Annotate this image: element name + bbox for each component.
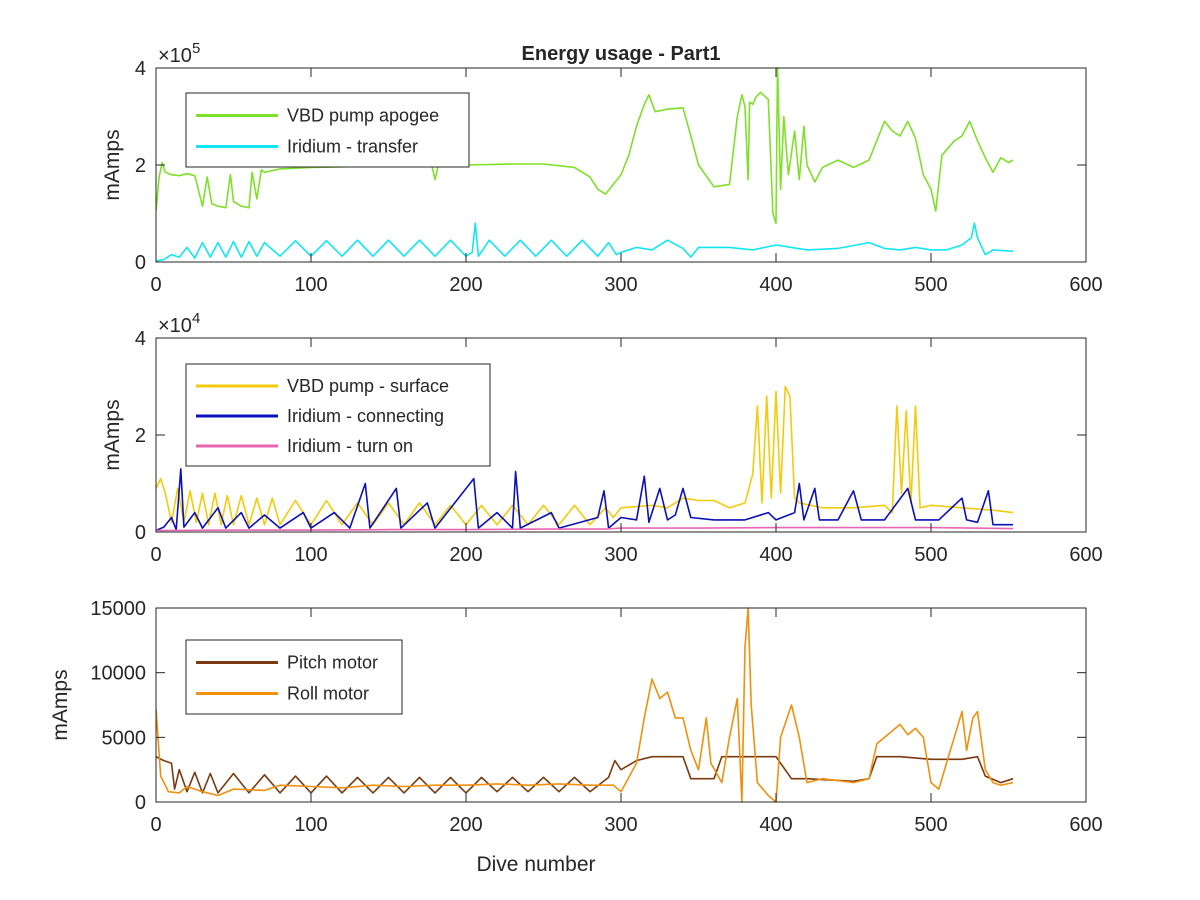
- legend-entry-label: Iridium - turn on: [287, 436, 413, 456]
- x-tick-label: 100: [294, 544, 327, 566]
- x-tick-label: 0: [150, 544, 161, 566]
- subplot-2: 0 100 200 300 400 500 600 0 2 4 ×104 mAmps VBD pump …: [101, 310, 1103, 566]
- x-tick-label: 0: [150, 274, 161, 296]
- series-line-iridium-connecting: [156, 468, 1014, 532]
- x-tick-label: 400: [759, 544, 792, 566]
- y-exponent-label: ×105: [158, 40, 200, 67]
- x-tick-label: 200: [449, 814, 482, 836]
- subplot-1: 0 100 200 300 400 500 600 0 2 4 ×105 mAmps Energy us…: [101, 40, 1103, 296]
- x-tick-label: 600: [1069, 274, 1102, 296]
- legend-entry-label: Roll motor: [287, 684, 369, 704]
- y-tick-label: 10000: [90, 663, 146, 685]
- series-line-iridium-transfer: [156, 222, 1014, 262]
- x-tick-label: 300: [604, 814, 637, 836]
- y-tick-label: 0: [135, 522, 146, 544]
- y-tick-label: 0: [135, 252, 146, 274]
- series-line-pitch-motor: [156, 755, 1014, 794]
- legend-entry-label: VBD pump apogee: [287, 106, 439, 126]
- series-line-iridium-turn-on: [156, 526, 1014, 532]
- x-tick-label: 0: [150, 814, 161, 836]
- x-tick-label: 500: [914, 544, 947, 566]
- x-tick-label: 200: [449, 544, 482, 566]
- y-exponent-label: ×104: [158, 310, 200, 337]
- series-line-vbd-pump-apogee: [156, 67, 1014, 224]
- y-tick-label: 4: [135, 58, 146, 80]
- y-axis-label: mAmps: [101, 129, 124, 200]
- x-axis-label: Dive number: [476, 853, 595, 876]
- y-tick-label: 5000: [102, 727, 147, 749]
- x-tick-label: 400: [759, 274, 792, 296]
- y-tick-label: 2: [135, 155, 146, 177]
- x-tick-label: 100: [294, 814, 327, 836]
- x-tick-label: 500: [914, 814, 947, 836]
- legend-entry-label: Pitch motor: [287, 653, 378, 673]
- y-axis-label: mAmps: [101, 399, 124, 470]
- x-tick-label: 600: [1069, 544, 1102, 566]
- legend-box: [185, 92, 470, 168]
- y-tick-label: 2: [135, 425, 146, 447]
- legend: VBD pump - surface Iridium - connecting Ir…: [185, 363, 491, 467]
- x-tick-label: 400: [759, 814, 792, 836]
- legend: Pitch motor Roll motor: [185, 639, 403, 715]
- chart-title: Energy usage - Part1: [522, 43, 721, 65]
- legend: VBD pump apogee Iridium - transfer: [185, 92, 470, 168]
- series-line-roll-motor: [156, 607, 1014, 803]
- legend-entry-label: Iridium - connecting: [287, 406, 444, 426]
- x-tick-label: 200: [449, 274, 482, 296]
- y-tick-label: 0: [135, 792, 146, 814]
- x-tick-label: 300: [604, 274, 637, 296]
- x-tick-label: 100: [294, 274, 327, 296]
- x-tick-label: 600: [1069, 814, 1102, 836]
- y-tick-label: 15000: [90, 598, 146, 620]
- x-tick-label: 300: [604, 544, 637, 566]
- legend-box: [185, 639, 403, 715]
- y-tick-label: 4: [135, 328, 146, 350]
- subplot-3: 0 100 200 300 400 500 600 0 5000 10000 15000 mAmps D…: [49, 598, 1103, 876]
- series-line-vbd-pump-surface: [156, 385, 1014, 526]
- y-axis-label: mAmps: [49, 669, 72, 740]
- legend-entry-label: VBD pump - surface: [287, 376, 449, 396]
- legend-entry-label: Iridium - transfer: [287, 137, 418, 157]
- x-tick-label: 500: [914, 274, 947, 296]
